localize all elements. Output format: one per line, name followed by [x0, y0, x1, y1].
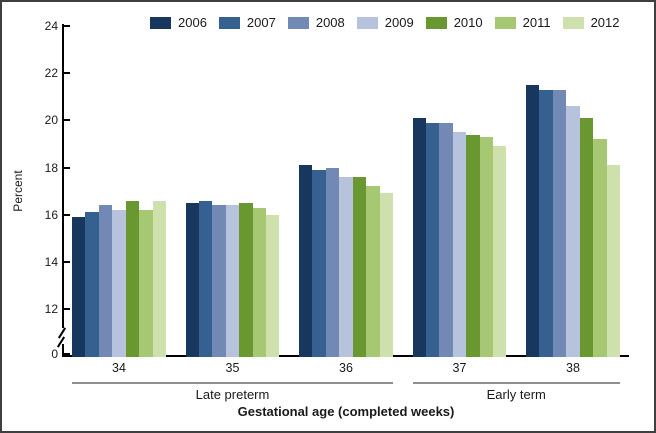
bar-2009-week37 [452, 132, 467, 357]
legend-item-2012: 2012 [562, 15, 620, 30]
bar-2012-week34 [152, 200, 166, 357]
bar-2008-week38 [552, 89, 567, 357]
legend-swatch-2008 [287, 16, 309, 29]
bar-2011-week34 [139, 209, 153, 357]
bar-2011-week37 [479, 136, 494, 357]
bar-2006-week34 [72, 217, 86, 357]
y-tick-label-18: 18 [44, 160, 58, 175]
section-label: Early term [486, 387, 546, 402]
bar-2010-week35 [239, 202, 253, 357]
x-axis-title: Gestational age (completed weeks) [237, 404, 455, 419]
bar-2009-week35 [225, 205, 240, 357]
bar-2011-week36 [366, 186, 380, 357]
bar-2008-week35 [212, 205, 226, 357]
y-tick-14 [64, 260, 70, 263]
bar-2012-week38 [606, 165, 620, 357]
bar-2009-week36 [339, 176, 353, 357]
bar-2011-week35 [252, 207, 267, 357]
legend-label: 2010 [453, 15, 483, 30]
y-tick-18 [64, 166, 70, 169]
legend-item-2010: 2010 [425, 15, 483, 30]
legend-label: 2012 [590, 15, 620, 30]
bar-2007-week38 [539, 89, 553, 357]
x-tick-label-38: 38 [566, 361, 580, 375]
legend-item-2011: 2011 [494, 15, 551, 30]
y-tick-24 [64, 25, 70, 28]
bar-2010-week34 [125, 200, 140, 357]
y-tick-0 [64, 353, 70, 355]
bar-2007-week34 [85, 212, 99, 357]
y-tick-label-0: 0 [51, 347, 58, 361]
legend-label: 2009 [384, 15, 414, 30]
bar-2008-week37 [439, 122, 453, 357]
chart-legend: 2006 2007 2008 2009 2010 2011 2012 [150, 15, 632, 30]
legend-label: 2008 [315, 15, 345, 30]
bar-2006-week36 [299, 165, 313, 357]
bar-2008-week34 [98, 205, 113, 357]
bar-2007-week35 [198, 200, 213, 357]
y-tick-label-12: 12 [44, 302, 58, 316]
bar-2006-week38 [526, 84, 540, 357]
legend-label: 2011 [522, 15, 551, 30]
y-tick-label-22: 22 [44, 66, 58, 81]
y-tick-label-24: 24 [44, 19, 58, 34]
y-axis-title: Percent [11, 170, 25, 212]
legend-swatch-2007 [218, 16, 240, 29]
y-tick-label-16: 16 [44, 207, 58, 222]
section-label: Late preterm [195, 387, 270, 402]
legend-label: 2007 [246, 15, 276, 30]
legend-item-2007: 2007 [218, 15, 276, 30]
bar-2012-week37 [493, 146, 507, 357]
bar-2012-week35 [266, 214, 280, 357]
section-line [412, 382, 620, 384]
y-tick-20 [64, 119, 70, 122]
legend-item-2009: 2009 [356, 15, 414, 30]
y-tick-16 [64, 213, 70, 216]
bar-2007-week37 [425, 122, 440, 357]
bar-2010-week37 [466, 134, 480, 357]
bar-2012-week36 [379, 193, 393, 357]
legend-label: 2006 [178, 15, 207, 30]
legend-swatch-2012 [562, 16, 584, 29]
x-tick-label-37: 37 [452, 361, 467, 375]
legend-item-2006: 2006 [150, 15, 207, 30]
bar-2010-week36 [352, 176, 367, 357]
bar-2009-week38 [566, 106, 580, 357]
legend-swatch-2009 [356, 16, 378, 29]
legend-swatch-2006 [150, 16, 171, 29]
y-tick-22 [64, 72, 70, 75]
x-tick-label-35: 35 [225, 361, 240, 375]
bar-2006-week37 [412, 118, 426, 357]
legend-swatch-2011 [494, 16, 516, 29]
bar-2007-week36 [312, 169, 326, 357]
x-tick-label-34: 34 [112, 361, 126, 375]
x-tick-label-36: 36 [339, 361, 353, 375]
y-tick-label-20: 20 [44, 113, 58, 128]
bar-2011-week38 [593, 139, 607, 357]
section-line [72, 382, 393, 384]
legend-swatch-2010 [425, 16, 447, 29]
y-axis-line [62, 24, 64, 357]
y-tick-12 [64, 308, 70, 310]
legend-item-2008: 2008 [287, 15, 345, 30]
bar-2006-week35 [185, 202, 199, 357]
bar-2010-week38 [579, 118, 594, 357]
bar-2008-week36 [325, 167, 340, 357]
bar-2009-week34 [112, 209, 126, 357]
y-tick-label-14: 14 [44, 254, 58, 269]
